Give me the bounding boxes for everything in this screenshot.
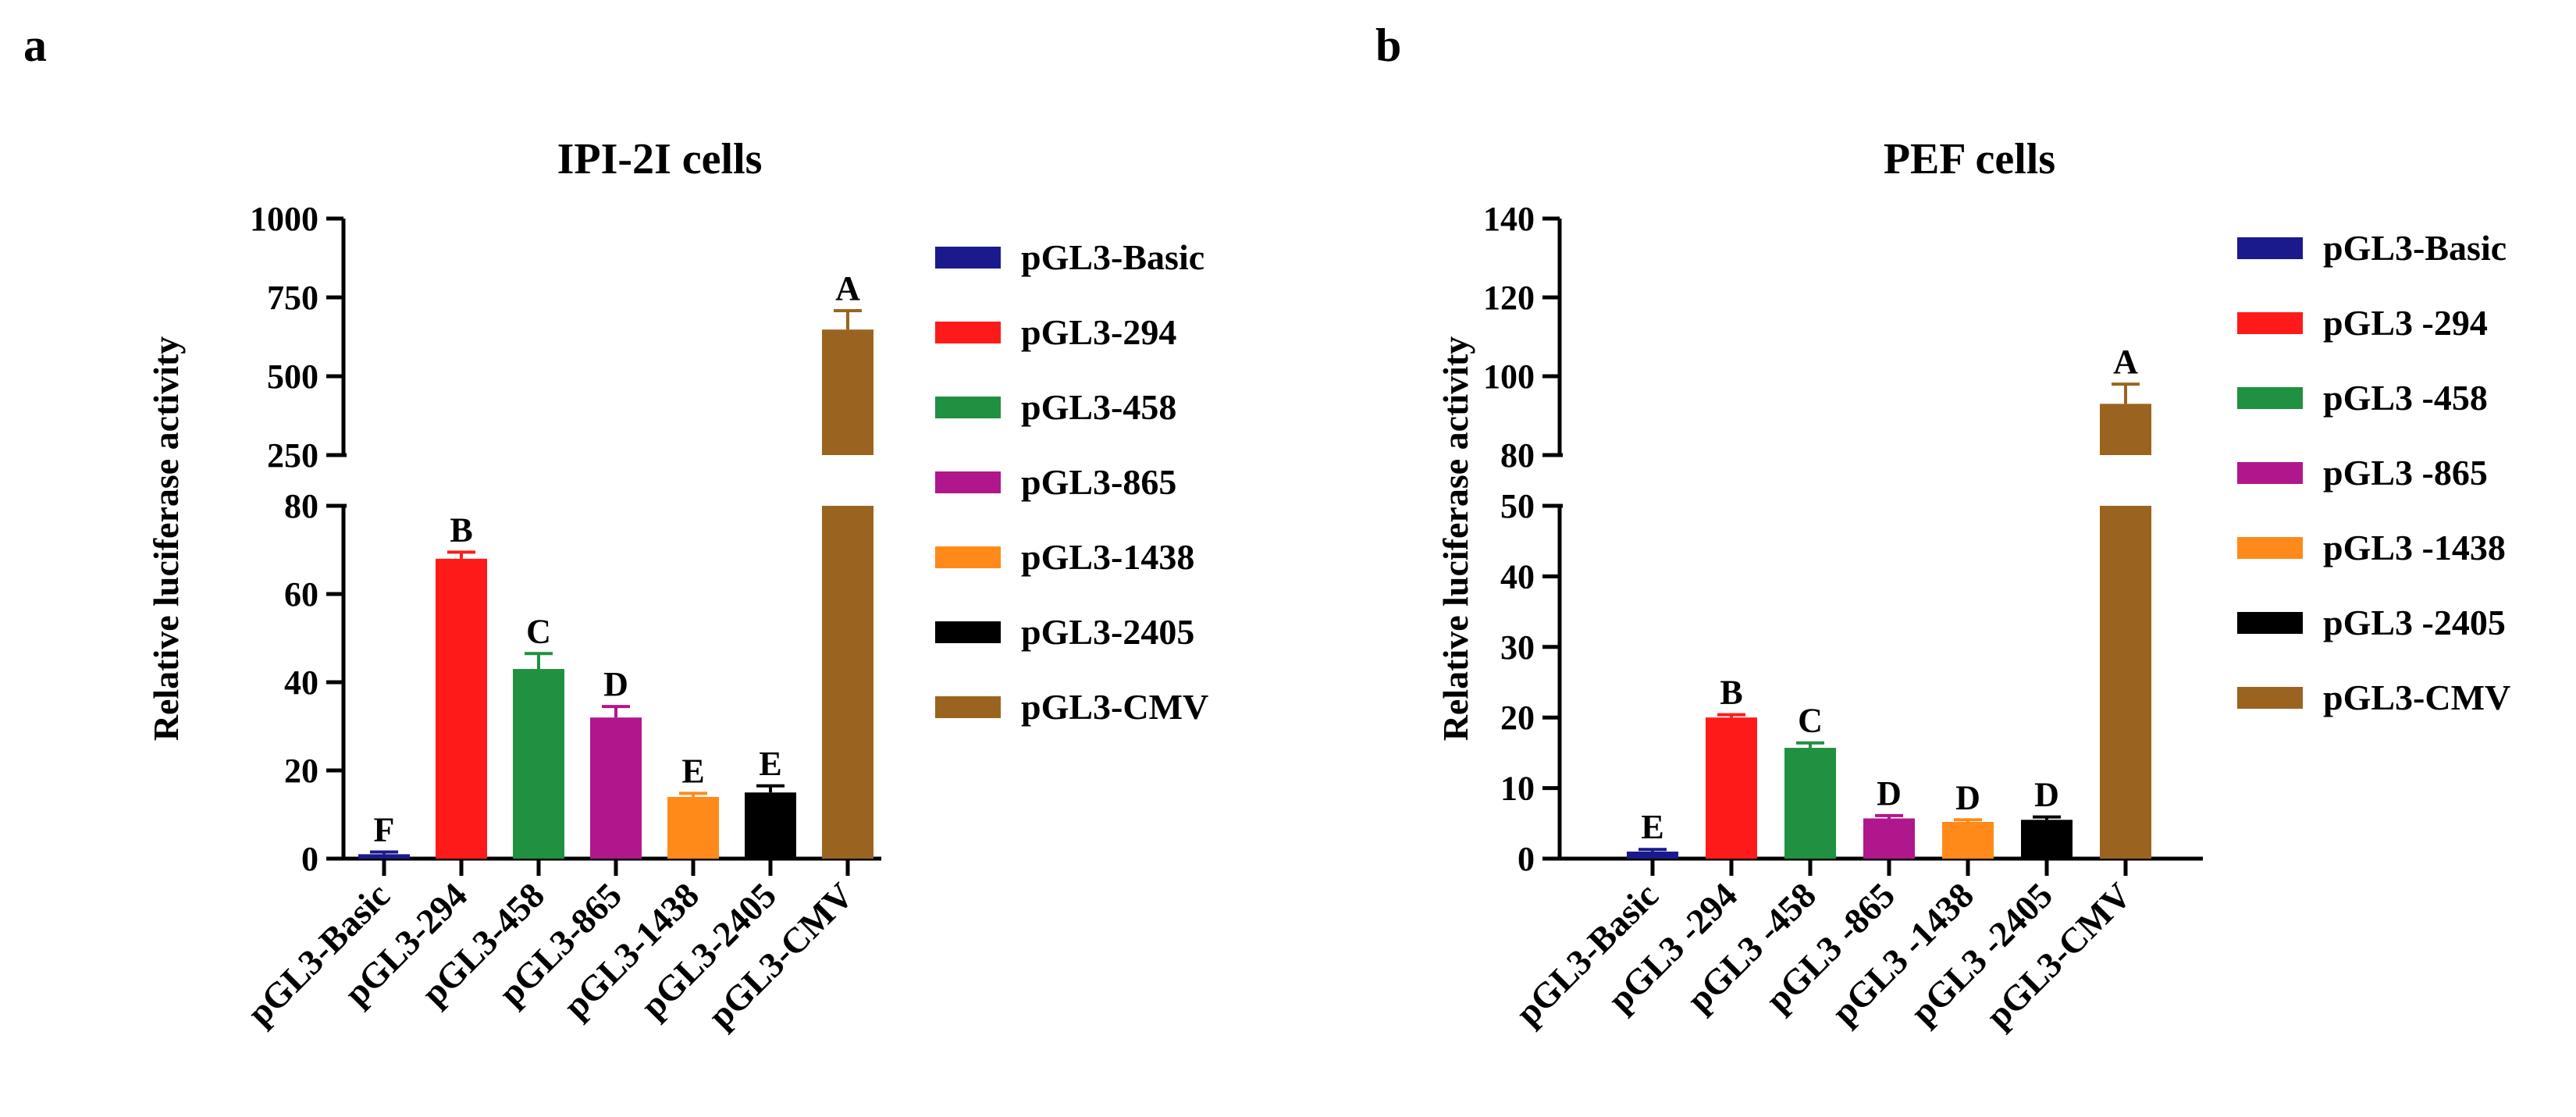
y-tick-label: 1000 [250, 200, 318, 238]
legend-swatch [2237, 312, 2303, 334]
panel-letter: b [1375, 20, 1401, 71]
chart-title: PEF cells [1884, 135, 2055, 183]
significance-label: A [2113, 343, 2138, 381]
legend-label: pGL3-CMV [2323, 678, 2510, 717]
significance-label: B [450, 510, 472, 549]
legend-swatch [2237, 462, 2303, 484]
bar [1627, 851, 1678, 859]
bar [745, 792, 796, 859]
bars: FpGL3-BasicBpGL3-294CpGL3-458DpGL3-865Ep… [240, 269, 873, 1036]
legend-swatch [935, 471, 1001, 493]
legend-swatch [935, 397, 1001, 418]
y-tick-label: 500 [267, 358, 318, 396]
bar [1706, 717, 1757, 859]
legend-label: pGL3 -458 [2323, 378, 2488, 418]
bar [1942, 821, 1994, 859]
y-tick-label: 0 [1517, 840, 1535, 878]
y-tick-label: 40 [284, 663, 318, 702]
legend-label: pGL3-294 [1021, 312, 1176, 352]
panel-letter: a [23, 20, 47, 71]
legend: pGL3-Basic pGL3 -294 pGL3 -458 pGL3 -865 pGL… [2237, 228, 2510, 717]
bar [667, 796, 719, 859]
y-tick-label: 10 [1500, 770, 1535, 808]
y-axis: 0 10 20 30 40 50 80 100 120 140 [1483, 200, 2203, 878]
legend-label: pGL3 -1438 [2323, 528, 2506, 567]
significance-label: C [1798, 702, 1823, 740]
legend-label: pGL3-458 [1021, 387, 1176, 427]
legend-swatch [935, 546, 1001, 568]
legend-swatch [2237, 387, 2303, 409]
y-tick-label: 20 [1500, 699, 1535, 737]
significance-label: F [374, 811, 395, 849]
legend-swatch [2237, 612, 2303, 634]
legend-label: pGL3 -2405 [2323, 603, 2506, 642]
bar [1784, 748, 1836, 859]
bar-upper-segment [822, 329, 873, 455]
panel-b: b PEF cells Relative luciferase activity… [1375, 20, 2510, 1036]
legend-label: pGL3-1438 [1021, 537, 1194, 577]
significance-label: D [2034, 776, 2059, 814]
significance-label: A [835, 269, 860, 308]
y-tick-label: 20 [284, 752, 318, 790]
legend-label: pGL3 -865 [2323, 453, 2488, 493]
legend-label: pGL3-Basic [2323, 228, 2507, 268]
panel-a: a IPI-2I cells Relative luciferase activ… [23, 20, 1208, 1036]
significance-label: D [1955, 778, 1980, 816]
legend-swatch [935, 621, 1001, 643]
legend-swatch [935, 322, 1001, 343]
y-axis: 0 20 40 60 80 250 500 750 1000 [250, 200, 881, 878]
y-tick-label: 80 [284, 487, 318, 525]
bar [2100, 506, 2151, 859]
y-tick-label: 0 [301, 840, 318, 878]
legend-label: pGL3-CMV [1021, 687, 1208, 727]
y-axis-label: Relative luciferase activity [1436, 336, 1475, 742]
y-tick-label: 40 [1500, 557, 1535, 596]
y-tick-label: 30 [1500, 628, 1535, 667]
bar [822, 506, 873, 859]
legend-swatch [935, 696, 1001, 718]
bar [358, 854, 410, 859]
y-tick-label: 250 [267, 436, 318, 475]
bar [513, 669, 564, 859]
legend-swatch [935, 247, 1001, 269]
chart-title: IPI-2I cells [557, 135, 763, 183]
legend-swatch [2237, 687, 2303, 709]
significance-label: E [681, 752, 704, 790]
y-tick-label: 100 [1483, 358, 1535, 396]
bar-upper-segment [2100, 404, 2151, 455]
significance-label: D [603, 665, 628, 703]
legend-swatch [2237, 237, 2303, 259]
y-tick-label: 120 [1483, 279, 1535, 317]
significance-label: C [526, 612, 551, 650]
bar [436, 558, 487, 859]
y-tick-label: 50 [1500, 487, 1535, 525]
significance-label: B [1720, 674, 1742, 712]
y-tick-label: 750 [267, 279, 318, 317]
y-tick-label: 60 [284, 575, 318, 614]
y-tick-label: 80 [1500, 436, 1535, 475]
legend-swatch [2237, 537, 2303, 559]
bar [1863, 818, 1915, 859]
legend-label: pGL3-Basic [1021, 237, 1204, 277]
significance-label: D [1877, 774, 1902, 813]
legend: pGL3-Basic pGL3-294 pGL3-458 pGL3-865 pGL3-1… [935, 237, 1208, 727]
significance-label: E [1641, 808, 1663, 846]
bar [590, 717, 642, 859]
y-axis-label: Relative luciferase activity [146, 336, 186, 742]
significance-label: E [759, 745, 781, 783]
legend-label: pGL3-2405 [1021, 612, 1194, 652]
bar [2021, 820, 2073, 859]
legend-label: pGL3 -294 [2323, 303, 2488, 343]
y-tick-label: 140 [1483, 200, 1535, 238]
legend-label: pGL3-865 [1021, 462, 1176, 502]
